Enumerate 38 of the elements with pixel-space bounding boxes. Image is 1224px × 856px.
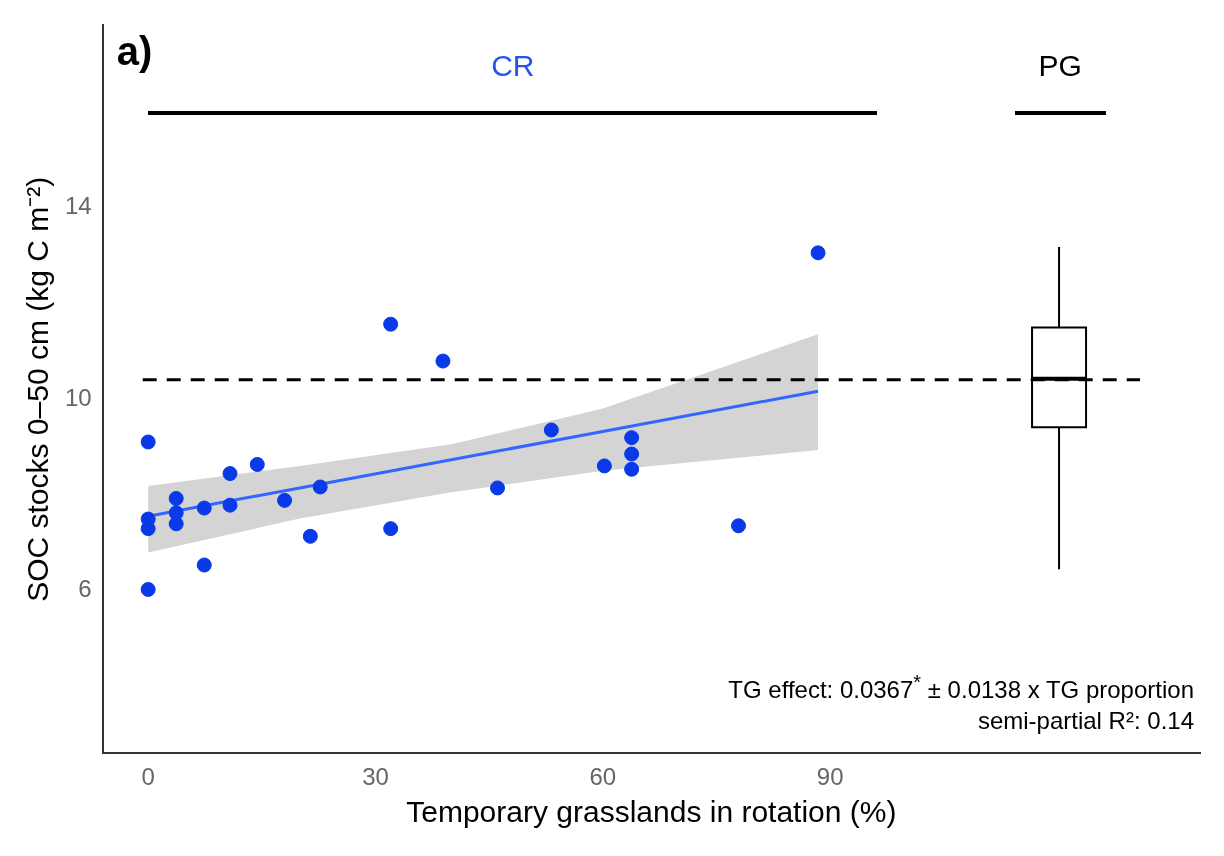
point xyxy=(168,516,184,532)
point xyxy=(543,422,559,438)
x-tick-label: 30 xyxy=(362,763,389,791)
point xyxy=(624,446,640,462)
y-tick-label: 10 xyxy=(64,383,92,411)
point xyxy=(810,245,826,261)
point xyxy=(731,518,746,534)
annotation: PG xyxy=(1037,48,1083,83)
point xyxy=(222,497,238,513)
y-axis-title: SOC stocks 0–50 cm (kg C m⁻²) xyxy=(21,176,55,602)
point xyxy=(596,458,612,474)
annotation: TG effect: 0.0367$^{*}$ ± 0.0138 x TG proportion xyxy=(728,671,1194,705)
point xyxy=(383,316,399,332)
point xyxy=(140,434,156,450)
x-tick-label: 0 xyxy=(141,763,155,791)
point xyxy=(312,479,328,495)
point xyxy=(196,500,212,516)
y-tick-label: 6 xyxy=(78,575,92,603)
annotation: CR xyxy=(490,48,536,83)
point xyxy=(383,521,399,537)
point xyxy=(302,528,318,544)
point xyxy=(222,466,238,482)
point xyxy=(435,353,451,369)
point xyxy=(196,557,212,573)
y-tick-label: 14 xyxy=(64,191,92,219)
x-axis-title: Temporary grasslands in rotation (%) xyxy=(406,795,897,829)
point xyxy=(168,490,184,506)
point xyxy=(140,581,156,597)
annotation: semi-partial R²: 0.14 xyxy=(977,707,1194,736)
x-tick-label: 90 xyxy=(816,763,844,791)
point xyxy=(140,521,156,537)
point xyxy=(624,461,640,477)
point xyxy=(277,492,293,508)
point xyxy=(490,480,506,496)
annotation: a) xyxy=(116,29,153,75)
point xyxy=(624,430,640,446)
x-tick-label: 60 xyxy=(589,763,617,791)
point xyxy=(249,456,265,472)
